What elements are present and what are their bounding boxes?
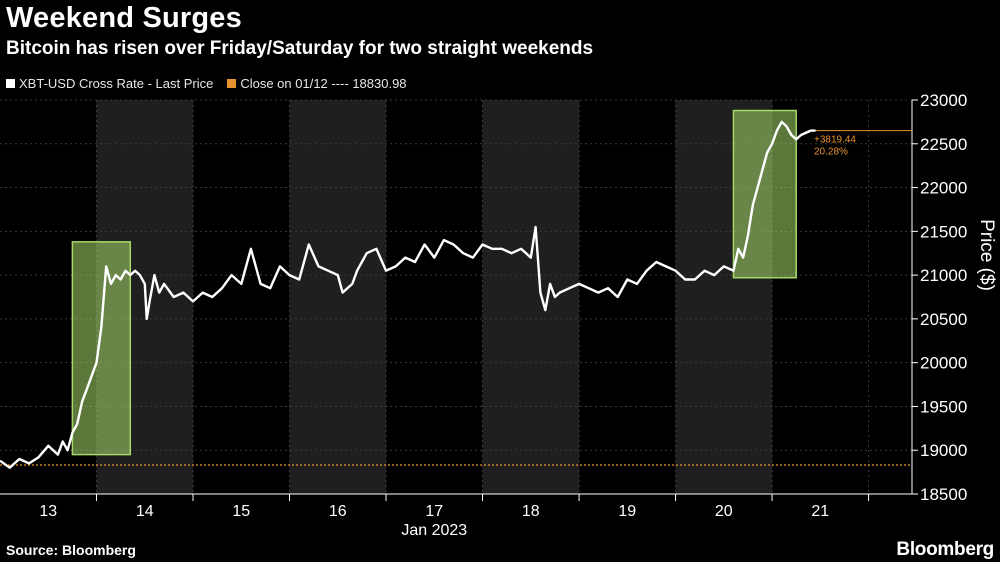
- x-tick-label: 14: [136, 503, 154, 520]
- y-tick-label: 19000: [920, 441, 967, 460]
- x-tick-label: 13: [39, 503, 57, 520]
- x-tick-label: 16: [329, 503, 347, 520]
- chart-subtitle: Bitcoin has risen over Friday/Saturday f…: [6, 38, 594, 59]
- percent-annotation: 20.28%: [814, 147, 848, 158]
- bloomberg-logo: Bloomberg: [896, 539, 994, 560]
- legend-swatch-price: [6, 79, 15, 88]
- source-note: Source: Bloomberg: [6, 542, 136, 558]
- legend-label-price: XBT-USD Cross Rate - Last Price: [19, 76, 214, 91]
- highlight-box: [71, 241, 132, 456]
- x-tick-label: 19: [618, 503, 636, 520]
- legend-label-close: Close on 01/12 ---- 18830.98: [240, 76, 407, 91]
- weekend-band: [289, 100, 387, 494]
- legend: XBT-USD Cross Rate - Last Price Close on…: [6, 76, 407, 91]
- y-tick-label: 19500: [920, 397, 967, 416]
- x-tick-label: 17: [425, 503, 443, 520]
- y-tick-label: 18500: [920, 485, 967, 504]
- x-tick-label: 20: [715, 503, 733, 520]
- weekend-band: [482, 100, 580, 494]
- y-tick-label: 22500: [920, 135, 967, 154]
- legend-swatch-close: [227, 79, 237, 88]
- y-tick-label: 21500: [920, 222, 967, 241]
- y-tick-label: 22000: [920, 179, 967, 198]
- x-tick-label: 18: [522, 503, 540, 520]
- y-axis-title: Price ($): [976, 219, 997, 291]
- y-tick-label: 21000: [920, 266, 967, 285]
- y-tick-label: 20000: [920, 354, 967, 373]
- highlight-box: [732, 109, 797, 279]
- x-tick-label: 21: [811, 503, 829, 520]
- x-axis-title: Jan 2023: [401, 522, 467, 539]
- price-line: [0, 120, 816, 469]
- y-tick-label: 20500: [920, 310, 967, 329]
- change-annotation: +3819.44: [814, 135, 856, 146]
- x-tick-label: 15: [232, 503, 250, 520]
- chart-title: Weekend Surges: [6, 2, 242, 34]
- y-tick-label: 23000: [920, 91, 967, 110]
